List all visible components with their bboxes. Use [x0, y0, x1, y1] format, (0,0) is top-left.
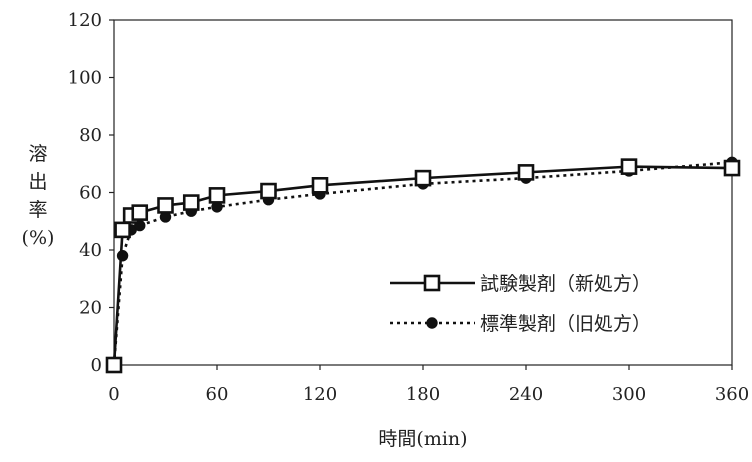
y-axis: 0 20 40 60 80 100 120	[68, 10, 114, 376]
x-axis: 0 60 120 180 240 300 360	[108, 365, 749, 405]
y-tick-label: 40	[79, 240, 102, 261]
y-tick-label: 120	[68, 10, 102, 31]
x-axis-label: 時間(min)	[378, 428, 467, 450]
legend-marker	[423, 274, 441, 292]
legend-item: 試験製剤（新処方）	[390, 273, 651, 295]
legend-label: 試験製剤（新処方）	[480, 273, 651, 295]
x-tick-label: 60	[206, 384, 229, 405]
x-tick-label: 300	[612, 384, 646, 405]
y-tick-label: 60	[79, 183, 102, 204]
y-axis-label-char: 率	[28, 199, 47, 221]
series-1	[105, 158, 741, 374]
legend-item: 標準製剤（旧処方）	[390, 313, 651, 335]
y-tick-label: 100	[68, 68, 102, 89]
data-point	[131, 204, 149, 221]
data-point	[620, 158, 638, 175]
data-point	[114, 221, 131, 239]
x-tick-label: 120	[303, 384, 337, 405]
data-point	[157, 197, 174, 214]
legend-marker	[426, 317, 438, 329]
data-point	[311, 177, 329, 194]
data-point	[414, 169, 432, 187]
y-tick-label: 0	[91, 355, 102, 376]
legend-label: 標準製剤（旧処方）	[480, 313, 651, 335]
series-layer	[105, 156, 741, 374]
data-point	[208, 187, 226, 204]
y-tick-label: 20	[79, 298, 102, 319]
x-tick-label: 0	[108, 384, 119, 405]
data-point	[260, 182, 277, 200]
y-axis-label-char: 溶	[28, 143, 47, 165]
data-point	[105, 356, 123, 374]
y-axis-label-char: (%)	[22, 227, 55, 249]
y-axis-label-char: 出	[28, 171, 47, 193]
data-point	[517, 164, 535, 181]
x-tick-label: 180	[406, 384, 440, 405]
data-point	[116, 250, 129, 262]
y-axis-label: 溶出率 (%)	[22, 143, 55, 249]
x-tick-label: 240	[509, 384, 543, 405]
x-tick-label: 360	[715, 384, 749, 405]
legend: 試験製剤（新処方） 標準製剤（旧処方）	[390, 273, 651, 335]
y-tick-label: 80	[79, 125, 102, 146]
data-point	[723, 159, 741, 177]
data-point	[182, 194, 200, 211]
